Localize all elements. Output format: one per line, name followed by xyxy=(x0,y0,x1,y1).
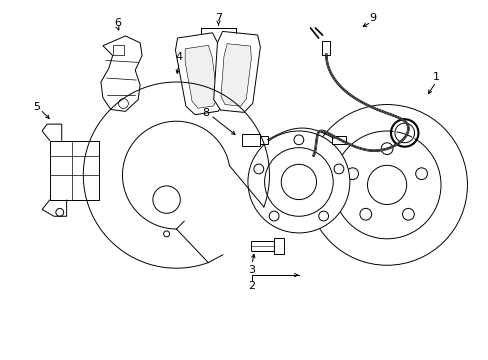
Bar xyxy=(331,136,345,144)
Bar xyxy=(250,241,278,251)
Text: 5: 5 xyxy=(33,102,40,112)
Text: 9: 9 xyxy=(368,13,375,23)
Text: 1: 1 xyxy=(432,72,439,82)
Bar xyxy=(50,141,99,199)
Circle shape xyxy=(247,131,349,233)
Bar xyxy=(242,134,259,146)
Text: 6: 6 xyxy=(114,18,121,28)
Circle shape xyxy=(264,148,332,216)
Polygon shape xyxy=(185,45,217,108)
Bar xyxy=(259,136,267,144)
Polygon shape xyxy=(213,31,260,112)
Text: 4: 4 xyxy=(175,53,183,63)
Polygon shape xyxy=(221,44,251,106)
Polygon shape xyxy=(175,33,224,115)
Polygon shape xyxy=(101,36,142,111)
Text: 8: 8 xyxy=(202,108,209,118)
Text: 7: 7 xyxy=(215,13,222,23)
Bar xyxy=(112,45,124,55)
Bar xyxy=(322,41,329,55)
Bar xyxy=(274,238,284,253)
Text: 3: 3 xyxy=(248,265,255,275)
Text: 2: 2 xyxy=(248,281,255,291)
